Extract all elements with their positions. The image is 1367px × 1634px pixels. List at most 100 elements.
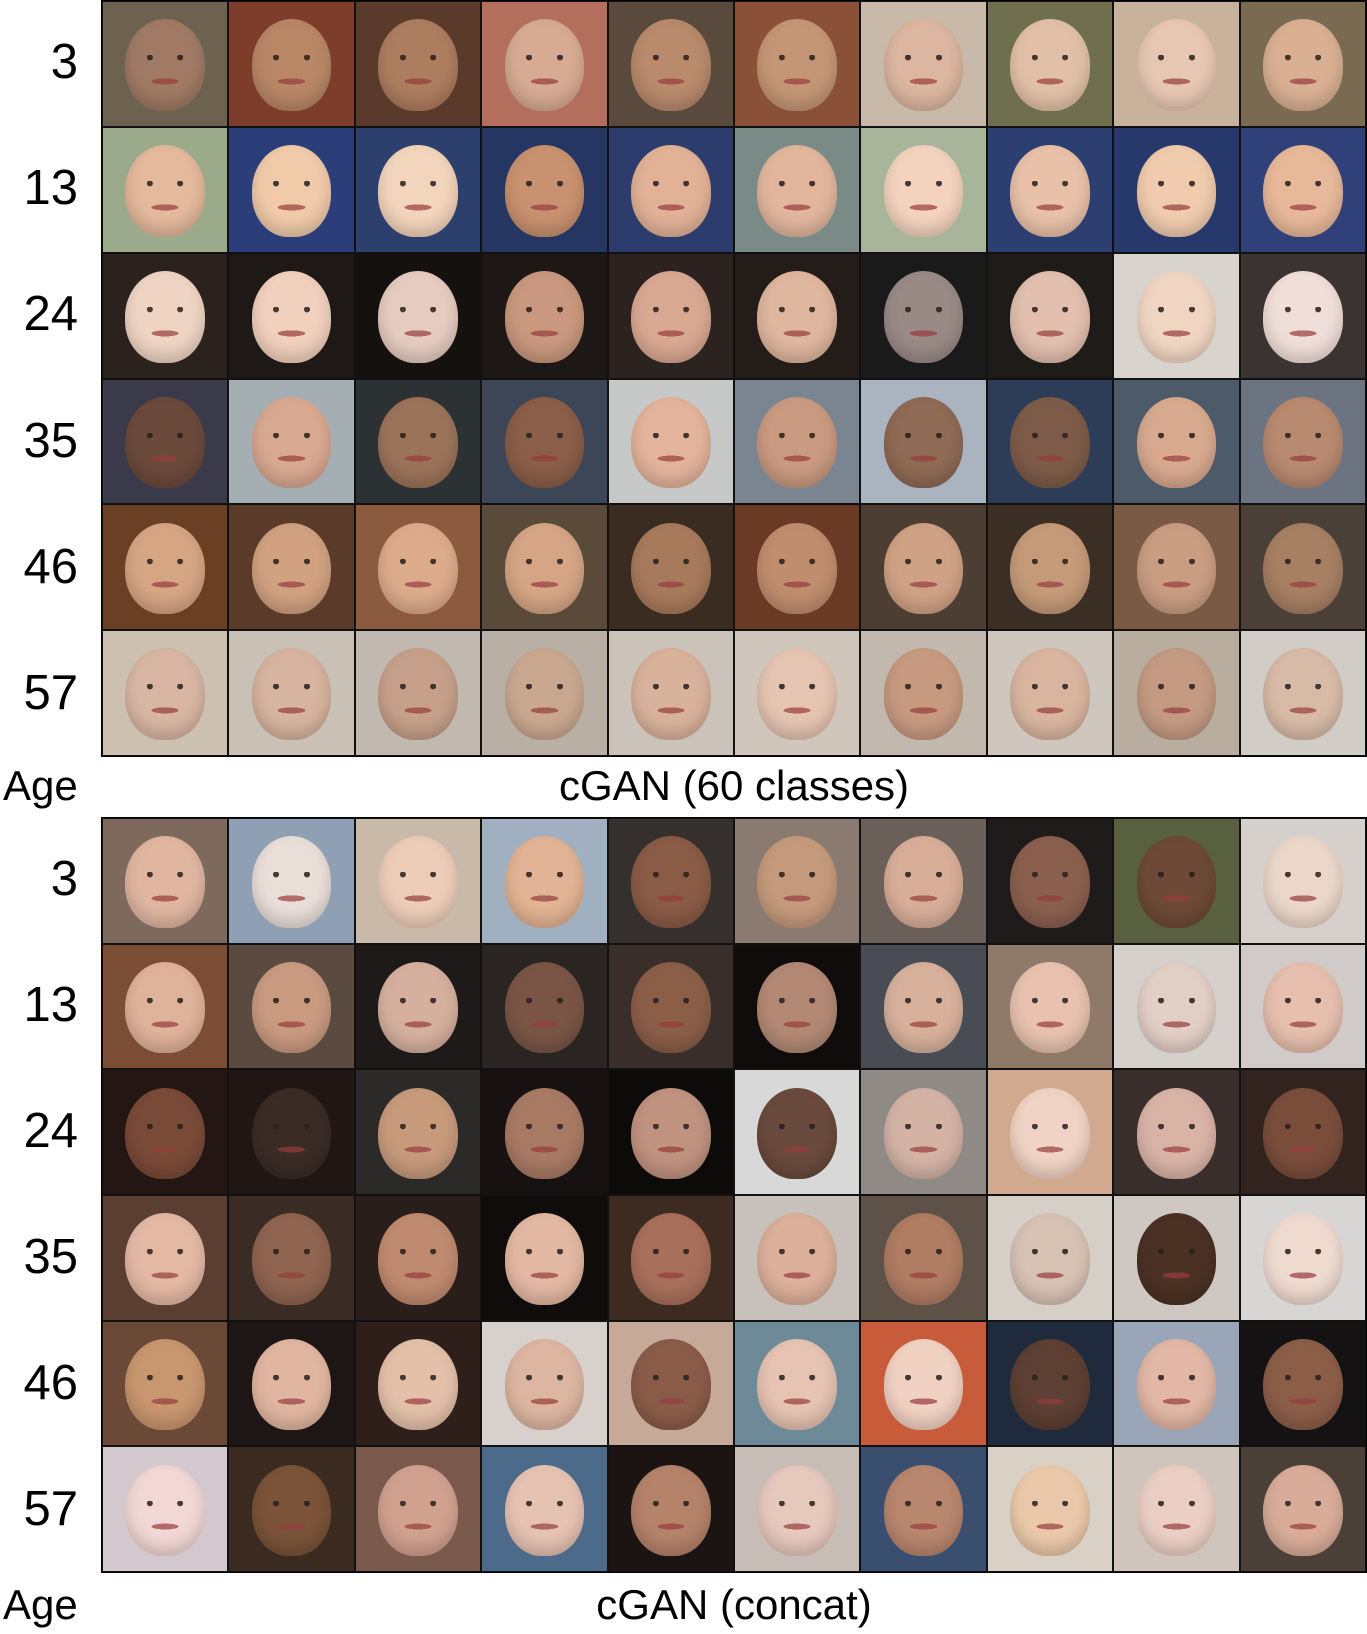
face-image <box>228 126 355 253</box>
face-image <box>734 1320 861 1447</box>
face-image <box>1113 943 1240 1070</box>
face-image <box>102 252 229 379</box>
face-image <box>228 1320 355 1447</box>
panel-concat: Age cGAN (concat) 3 13 24 35 46 57 <box>0 815 1367 1634</box>
face-image <box>607 1 734 127</box>
face-image <box>1113 1069 1240 1195</box>
face-image <box>228 1194 355 1321</box>
face-image <box>1113 1320 1240 1447</box>
face-image <box>102 1069 229 1195</box>
face-image <box>986 1446 1114 1572</box>
face-image <box>354 1446 482 1572</box>
axis-label-age: Age <box>3 1581 78 1628</box>
face-image <box>354 504 482 631</box>
face-image <box>1113 126 1240 253</box>
face-image <box>481 252 608 379</box>
face-image <box>228 630 355 756</box>
age-row-label: 24 <box>23 287 78 342</box>
face-image <box>734 504 861 631</box>
face-image <box>860 126 987 253</box>
face-image <box>986 1194 1114 1321</box>
panel-60-classes: Age cGAN (60 classes) 3 13 24 35 46 57 <box>0 0 1367 815</box>
face-image <box>102 504 229 631</box>
face-image <box>481 1069 608 1195</box>
face-image <box>734 818 861 944</box>
face-image <box>481 630 608 756</box>
face-image <box>607 1194 734 1321</box>
face-image <box>1239 943 1366 1070</box>
face-image <box>860 818 987 944</box>
face-image <box>481 1194 608 1321</box>
face-image <box>986 378 1114 505</box>
face-image <box>986 252 1114 379</box>
face-image <box>860 943 987 1070</box>
face-image <box>481 1446 608 1572</box>
face-image <box>986 504 1114 631</box>
face-image <box>860 1069 987 1195</box>
face-image <box>1239 1069 1366 1195</box>
face-image <box>607 630 734 756</box>
face-image <box>102 818 229 944</box>
face-grid <box>101 817 1367 1573</box>
face-image <box>607 504 734 631</box>
face-image <box>228 378 355 505</box>
face-image <box>1239 630 1366 756</box>
face-image <box>354 1194 482 1321</box>
face-image <box>1239 126 1366 253</box>
face-image <box>228 1069 355 1195</box>
face-image <box>734 1069 861 1195</box>
face-image <box>1113 504 1240 631</box>
face-image <box>607 126 734 253</box>
face-image <box>481 378 608 505</box>
face-image <box>986 1 1114 127</box>
face-image <box>1239 1 1366 127</box>
face-grid <box>101 0 1367 757</box>
face-image <box>1239 818 1366 944</box>
face-image <box>1113 252 1240 379</box>
face-image <box>860 1320 987 1447</box>
face-image <box>354 630 482 756</box>
face-image <box>734 630 861 756</box>
face-image <box>860 1 987 127</box>
face-image <box>1239 378 1366 505</box>
face-image <box>481 1320 608 1447</box>
axis-label-age: Age <box>3 762 78 809</box>
face-image <box>860 1194 987 1321</box>
age-row-label: 3 <box>50 852 78 906</box>
age-row-label: 13 <box>23 978 78 1032</box>
face-image <box>354 1 482 127</box>
face-image <box>607 1069 734 1195</box>
face-image <box>481 1 608 127</box>
face-image <box>734 252 861 379</box>
face-image <box>1113 818 1240 944</box>
face-image <box>1239 252 1366 379</box>
face-image <box>1113 1194 1240 1321</box>
face-image <box>481 126 608 253</box>
face-image <box>986 126 1114 253</box>
face-image <box>986 630 1114 756</box>
face-image <box>734 1 861 127</box>
face-image <box>1239 1194 1366 1321</box>
face-image <box>607 1446 734 1572</box>
face-image <box>1113 1 1240 127</box>
face-image <box>481 818 608 944</box>
face-image <box>354 943 482 1070</box>
face-image <box>734 378 861 505</box>
age-row-label: 24 <box>23 1104 78 1158</box>
face-image <box>986 1320 1114 1447</box>
face-image <box>734 126 861 253</box>
face-image <box>986 943 1114 1070</box>
age-row-label: 3 <box>50 35 78 90</box>
face-image <box>986 818 1114 944</box>
face-image <box>228 943 355 1070</box>
face-image <box>102 126 229 253</box>
face-image <box>102 1446 229 1572</box>
face-image <box>102 1320 229 1447</box>
age-row-label: 57 <box>23 665 78 720</box>
face-image <box>607 1320 734 1447</box>
face-image <box>228 1446 355 1572</box>
face-image <box>734 1194 861 1321</box>
face-image <box>860 1446 987 1572</box>
face-image <box>1113 630 1240 756</box>
age-row-label: 35 <box>23 1230 78 1284</box>
